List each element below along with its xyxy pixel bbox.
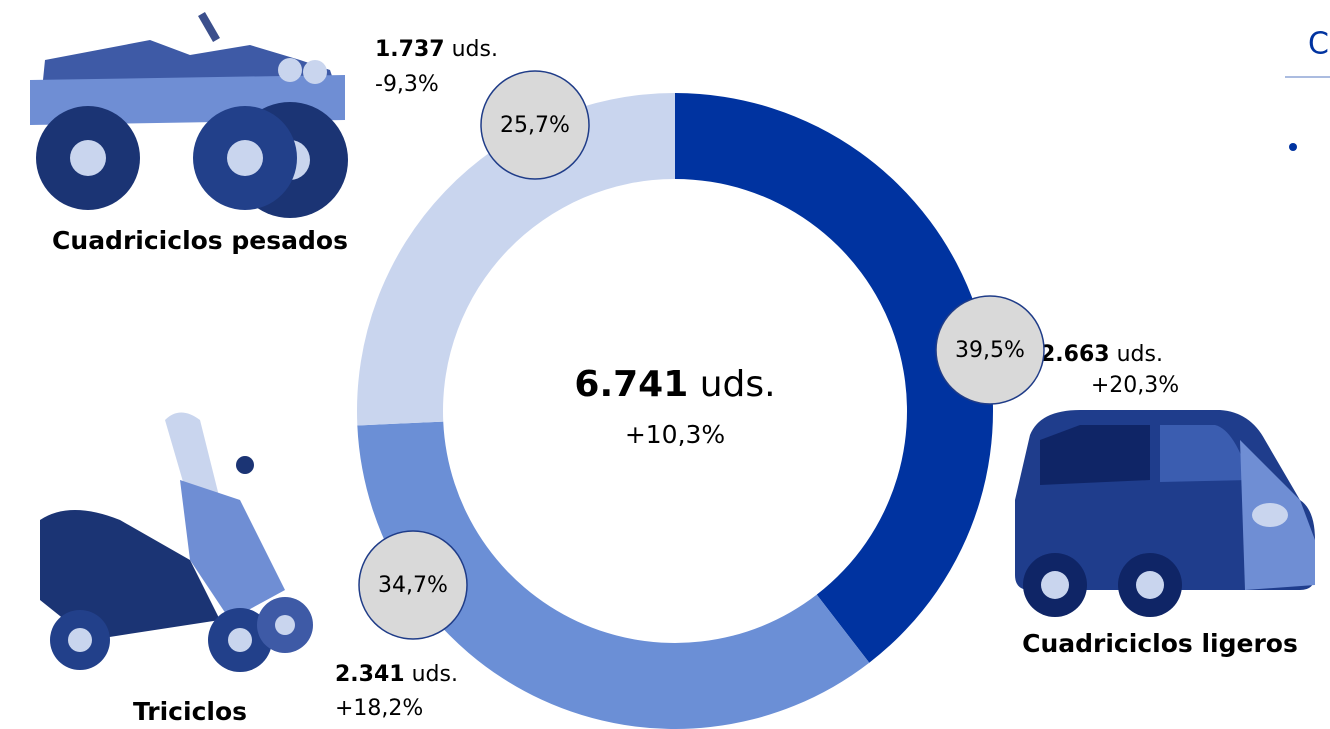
units-label: 2.663 uds. — [1040, 342, 1163, 367]
units-value: 2.341 — [335, 662, 405, 687]
donut-segment — [356, 93, 675, 426]
total-change: +10,3% — [625, 420, 725, 449]
unit: uds. — [412, 662, 458, 687]
percent-badge — [358, 530, 468, 640]
percent-badge — [935, 295, 1045, 405]
change-label: +18,2% — [335, 696, 423, 721]
category-label: Cuadriciclos ligeros — [1022, 629, 1298, 658]
donut — [356, 93, 993, 729]
side-title: C — [1308, 27, 1329, 62]
unit: uds. — [452, 37, 498, 62]
category-label: Cuadriciclos pesados — [52, 226, 348, 255]
percent-label: 39,5% — [955, 338, 1025, 363]
category-label: Triciclos — [133, 697, 247, 726]
car-icon — [1015, 410, 1315, 617]
units-label: 1.737 uds. — [375, 37, 498, 62]
donut-segment — [675, 93, 993, 663]
total-value: 6.741 — [574, 364, 688, 405]
change-label: -9,3% — [375, 72, 439, 97]
total-label: 6.741 uds. — [574, 364, 775, 405]
percent-badge — [480, 70, 590, 180]
units-value: 1.737 — [375, 37, 445, 62]
change-label: +20,3% — [1091, 373, 1179, 398]
units-label: 2.341 uds. — [335, 662, 458, 687]
bullet — [1289, 143, 1297, 151]
donut-segment — [357, 421, 870, 729]
trike-icon — [40, 412, 313, 672]
unit: uds. — [700, 364, 776, 405]
percent-label: 34,7% — [378, 573, 448, 598]
unit: uds. — [1117, 342, 1163, 367]
units-value: 2.663 — [1040, 342, 1110, 367]
atv-icon — [30, 12, 348, 218]
percent-label: 25,7% — [500, 113, 570, 138]
